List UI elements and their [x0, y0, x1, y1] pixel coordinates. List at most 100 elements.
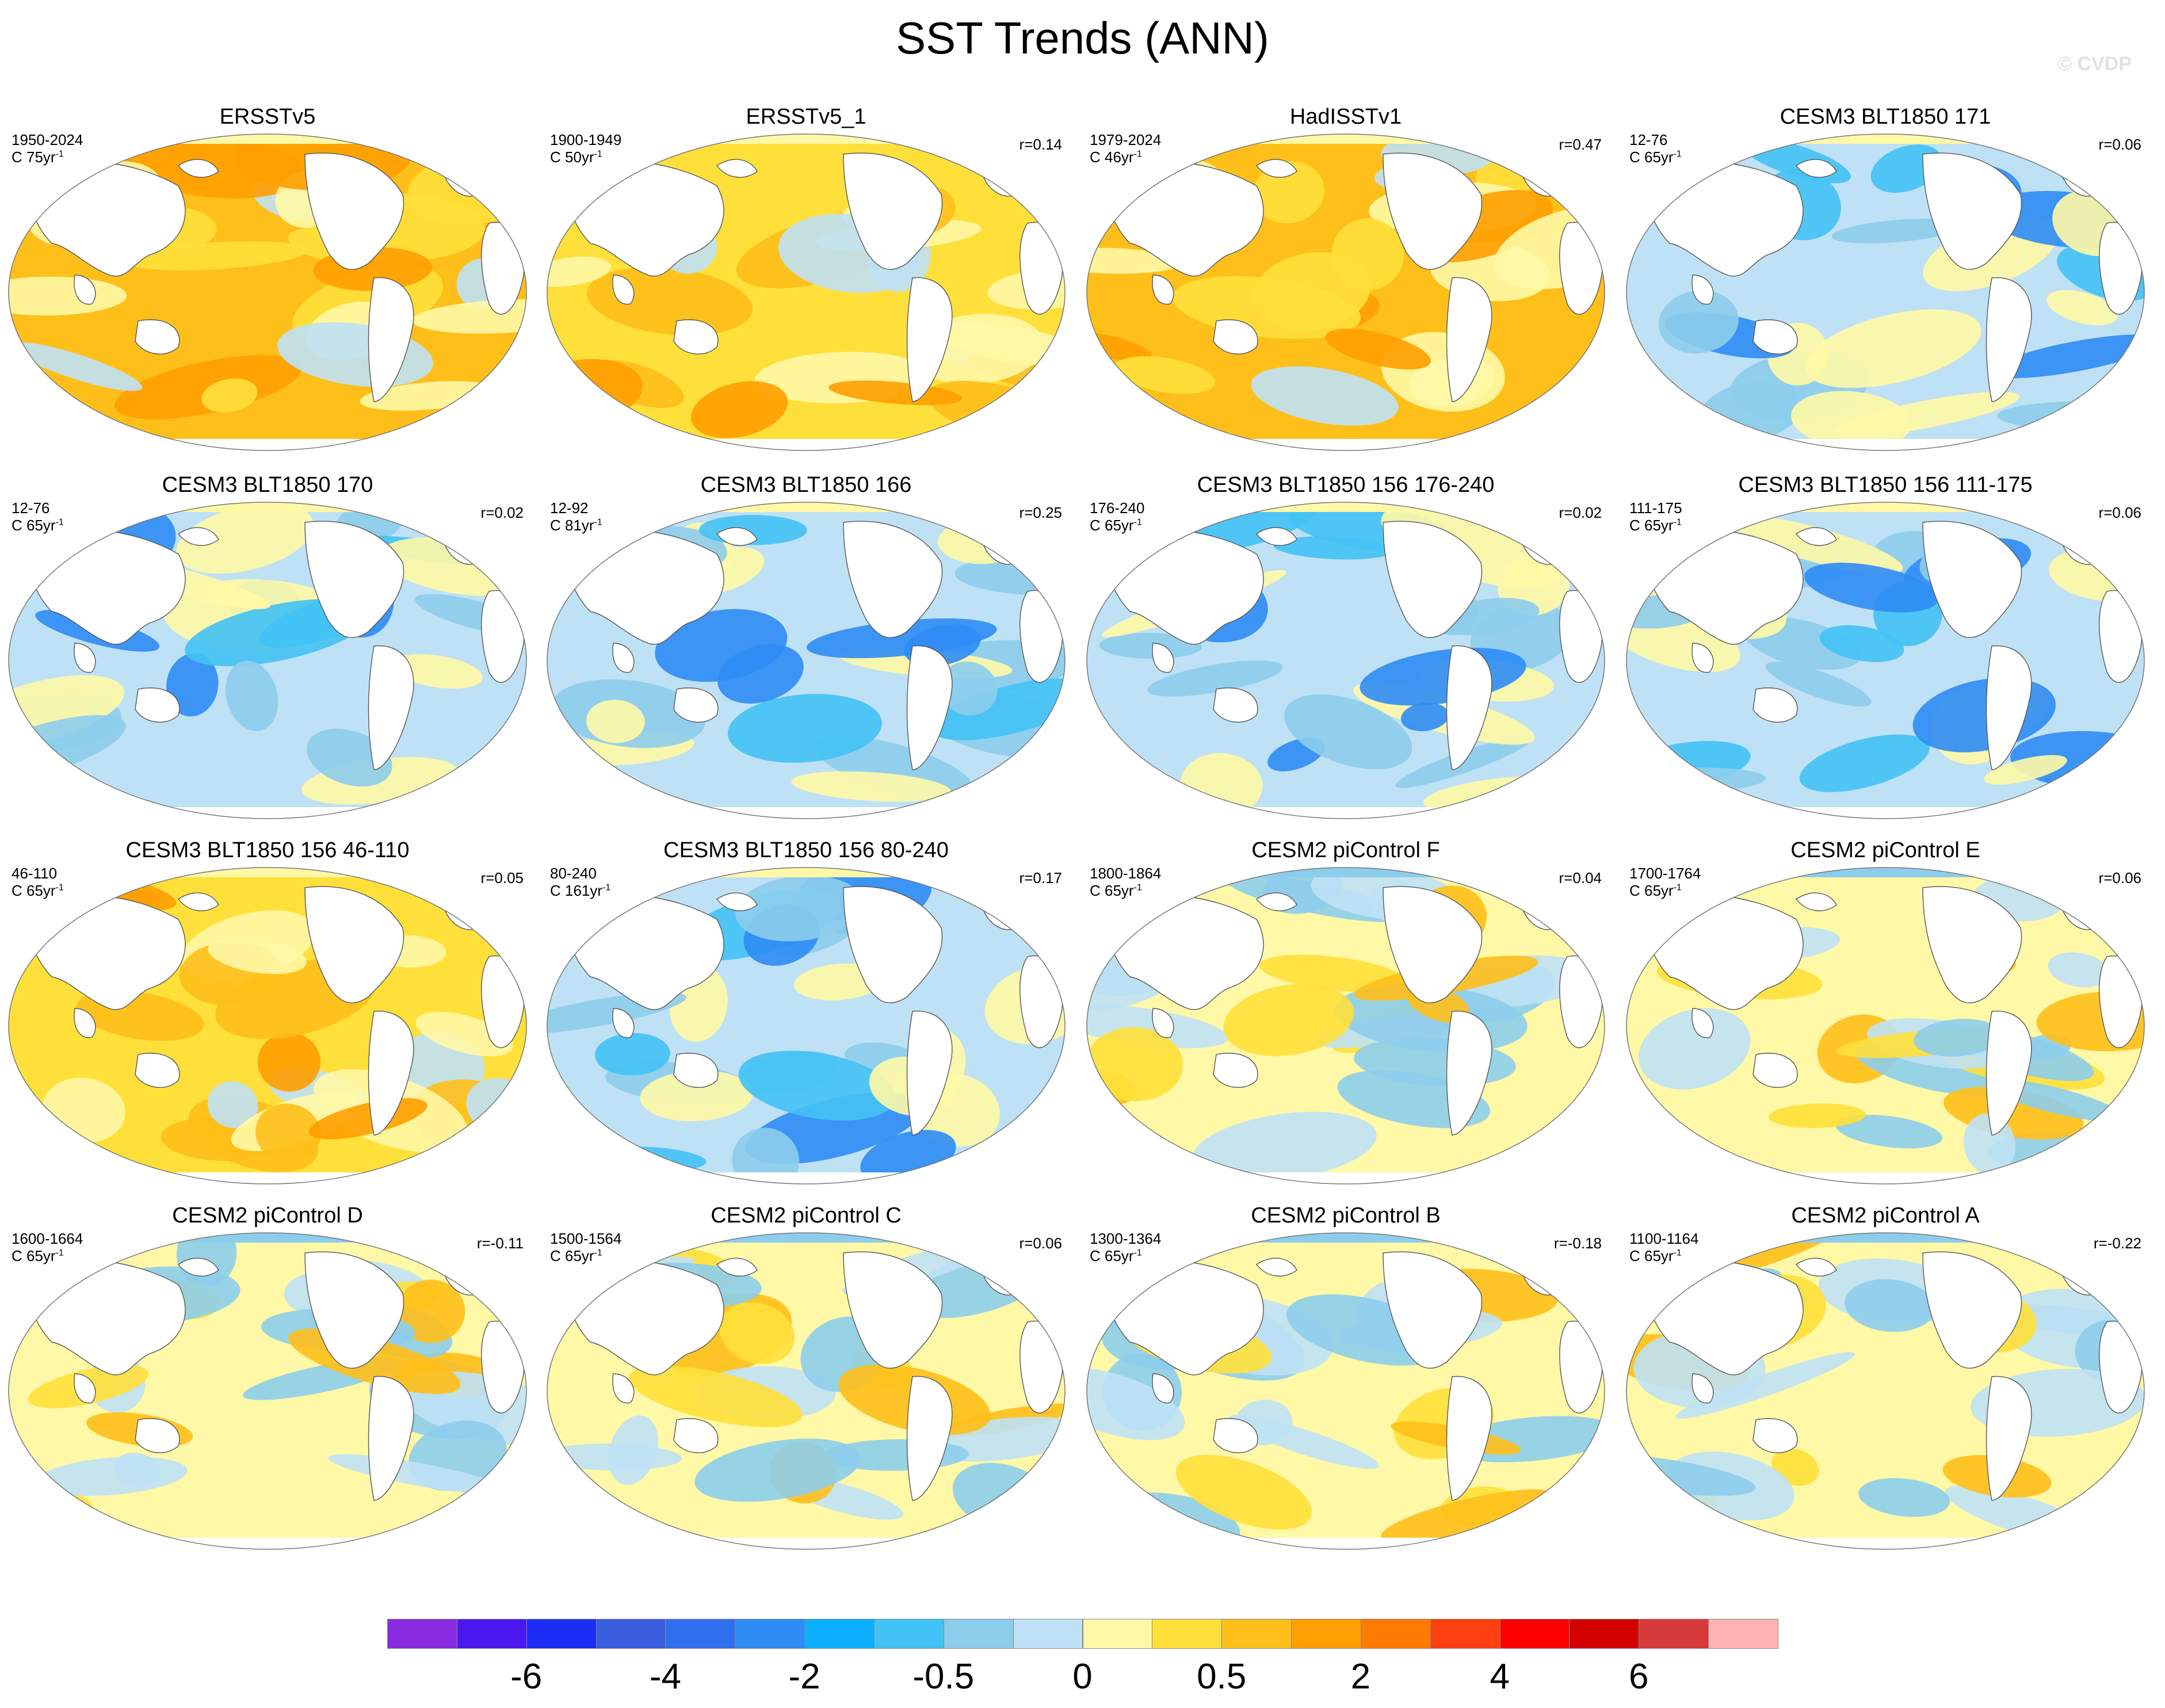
panel-years: 1300-1364: [1090, 1230, 1162, 1247]
panel-years: 1900-1949: [550, 131, 622, 148]
map-panel: CESM2 piControl E 1700-1764 C 65yr-1 r=0.06: [1618, 837, 2153, 1199]
panel-years: 1950-2024: [12, 131, 83, 148]
colorbar-box: [1360, 1619, 1431, 1649]
sst-trend-map: [547, 1232, 1066, 1550]
panel-title: CESM3 BLT1850 156 111-175: [1738, 473, 2033, 497]
panel-correlation: r=0.47: [1559, 136, 1602, 153]
panel-title: CESM3 BLT1850 171: [1780, 105, 1991, 129]
sst-trend-map: [1626, 1232, 2145, 1550]
panel-title: CESM2 piControl C: [711, 1203, 902, 1228]
figure-title: SST Trends (ANN): [896, 13, 1269, 63]
map-panel: CESM2 piControl F 1800-1864 C 65yr-1 r=0.04: [1078, 837, 1613, 1199]
panel-correlation: r=0.04: [1559, 869, 1602, 887]
map-container: [1084, 865, 1607, 1190]
colorbar-label: 4: [1490, 1657, 1510, 1696]
colorbar-label: -0.5: [912, 1657, 975, 1696]
sst-trend-map: [547, 502, 1066, 819]
units-exponent: -1: [1673, 1248, 1682, 1258]
panel-years: 111-175: [1629, 499, 1682, 517]
panel-correlation: r=0.02: [1559, 504, 1602, 521]
map-container: [544, 131, 1068, 456]
map-panel: ERSSTv5_1 1900-1949 C 50yr-1 r=0.14: [539, 104, 1074, 466]
units-exponent: -1: [55, 149, 64, 159]
colorbar-box: [665, 1619, 736, 1649]
panel-trend-length: C 65yr-1: [550, 1247, 602, 1264]
panel-trend-length: C 65yr-1: [1629, 148, 1682, 166]
sst-trend-map: [1086, 502, 1605, 819]
sst-trend-map: [1086, 133, 1605, 451]
map-panel: CESM3 BLT1850 171 12-76 C 65yr-1 r=0.06: [1618, 104, 2153, 466]
panel-trend-length: C 46yr-1: [1090, 148, 1142, 166]
panel-years: 1600-1664: [12, 1230, 83, 1247]
units-exponent: -1: [1133, 149, 1142, 159]
panel-title: CESM2 piControl E: [1790, 838, 1980, 862]
panel-trend-length: C 65yr-1: [12, 1247, 64, 1264]
sst-trend-map: [1626, 502, 2145, 819]
panel-years: 1800-1864: [1090, 865, 1162, 882]
sst-trend-map: [8, 133, 527, 451]
map-container: [1084, 499, 1607, 824]
map-panel: CESM2 piControl B 1300-1364 C 65yr-1 r=-0.1…: [1078, 1202, 1613, 1565]
cvdp-watermark: © CVDP: [2057, 53, 2132, 75]
map-panel: CESM2 piControl A 1100-1164 C 65yr-1 r=-0.2…: [1618, 1202, 2153, 1565]
panel-trend-length: C 65yr-1: [1090, 882, 1142, 899]
panel-trend-length: C 65yr-1: [1629, 517, 1682, 534]
units-exponent: -1: [55, 1248, 64, 1258]
panel-correlation: r=-0.11: [476, 1235, 524, 1252]
map-container: [544, 1230, 1068, 1555]
colorbar-label: -6: [510, 1657, 543, 1696]
panel-trend-length: C 81yr-1: [550, 517, 602, 534]
panel-years: 1100-1164: [1629, 1230, 1699, 1247]
panel-trend-length: C 65yr-1: [1090, 517, 1142, 534]
panel-trend-length: C 161yr-1: [550, 882, 611, 899]
panel-years: 12-76: [12, 499, 50, 517]
panel-years: 12-76: [1629, 131, 1668, 148]
panel-title: CESM3 BLT1850 170: [162, 473, 373, 497]
units-exponent: -1: [1133, 517, 1142, 528]
colorbar-label: 6: [1629, 1657, 1649, 1696]
panel-trend-length: C 65yr-1: [1629, 882, 1682, 899]
panel-title: CESM3 BLT1850 166: [700, 473, 912, 497]
map-container: [6, 499, 529, 824]
colorbar-box: [873, 1619, 944, 1649]
panel-correlation: r=0.06: [2098, 869, 2141, 887]
panel-title: HadISSTv1: [1289, 105, 1402, 129]
colorbar-box: [1708, 1619, 1778, 1649]
map-panel: CESM3 BLT1850 170 12-76 C 65yr-1 r=0.02: [0, 472, 535, 834]
panel-correlation: r=0.06: [2098, 136, 2141, 153]
sst-trend-map: [8, 1232, 527, 1550]
panel-years: 1700-1764: [1629, 865, 1701, 882]
colorbar-label: 2: [1350, 1657, 1371, 1696]
units-exponent: -1: [1673, 882, 1682, 893]
colorbar-box: [943, 1619, 1014, 1649]
panel-years: 80-240: [550, 865, 597, 882]
panel-years: 1500-1564: [550, 1230, 622, 1247]
map-container: [1624, 131, 2147, 456]
units-exponent: -1: [594, 149, 602, 159]
colorbar-box: [1152, 1619, 1223, 1649]
panel-correlation: r=0.25: [1019, 504, 1062, 521]
colorbar-box: [456, 1619, 527, 1649]
panel-title: CESM3 BLT1850 156 46-110: [125, 838, 410, 862]
colorbar-label: 0.5: [1197, 1657, 1247, 1696]
panel-title: CESM2 piControl A: [1791, 1203, 1980, 1228]
map-panel: CESM3 BLT1850 166 12-92 C 81yr-1 r=0.25: [539, 472, 1074, 834]
colorbar-box: [1221, 1619, 1292, 1649]
panel-correlation: r=-0.18: [1553, 1235, 1602, 1252]
units-exponent: -1: [1673, 517, 1682, 528]
colorbar-label: -4: [649, 1657, 681, 1696]
colorbar: [387, 1619, 1778, 1650]
panel-years: 176-240: [1090, 499, 1145, 517]
units-exponent: -1: [602, 882, 611, 893]
panel-title: ERSSTv5: [219, 105, 316, 129]
sst-trend-map: [547, 867, 1066, 1184]
panel-correlation: r=0.14: [1019, 136, 1062, 153]
panel-title: CESM2 piControl D: [172, 1203, 363, 1228]
panel-correlation: r=-0.22: [2093, 1235, 2141, 1252]
units-exponent: -1: [1133, 882, 1142, 893]
panel-title: CESM3 BLT1850 156 80-240: [663, 838, 949, 862]
colorbar-box: [1639, 1619, 1709, 1649]
panel-title: CESM2 piControl B: [1251, 1203, 1441, 1228]
map-container: [6, 1230, 529, 1555]
colorbar-box: [387, 1619, 457, 1649]
